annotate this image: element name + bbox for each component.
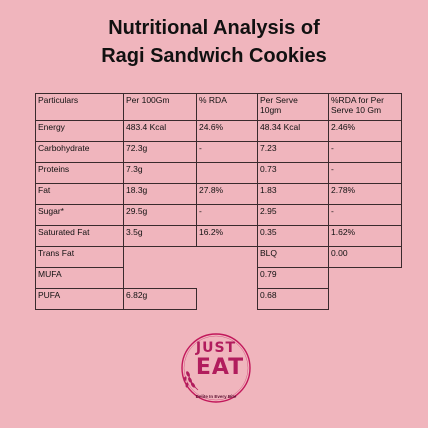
cell-serve: 0.35 [257, 225, 329, 247]
cell-name: Saturated Fat [35, 225, 124, 247]
table-row: Proteins 7.3g 0.73 - [35, 162, 402, 184]
logo-word-eat: EAT [195, 355, 245, 380]
cell-rda-serve: - [328, 162, 402, 184]
cell-serve: 0.68 [257, 288, 329, 310]
header-per-serve: Per Serve 10gm [257, 93, 329, 121]
table-row: PUFA 6.82g 0.68 [35, 288, 402, 310]
header-particulars: Particulars [35, 93, 124, 121]
cell-per100: 483.4 Kcal [123, 120, 197, 142]
header-rda: % RDA [196, 93, 258, 121]
header-rda-per-serve-line2: Serve 10 Gm [331, 105, 382, 115]
cell-rda-serve: 0.00 [328, 246, 402, 268]
header-rda-per-serve-line1: %RDA for Per [331, 95, 384, 105]
logo-word-just: JUST [195, 340, 237, 356]
cell-per100: 6.82g [123, 288, 197, 310]
just-eat-logo: JUST EAT Delite In Every Bite [174, 328, 258, 412]
cell-per100: 72.3g [123, 141, 197, 163]
table-row: MUFA 0.79 [35, 267, 402, 289]
header-per-serve-line1: Per Serve [260, 95, 298, 105]
header-rda-per-serve: %RDA for Per Serve 10 Gm [328, 93, 402, 121]
cell-rda-serve: - [328, 204, 402, 226]
nutrition-table: Particulars Per 100Gm % RDA Per Serve 10… [35, 93, 402, 310]
cell-rda [196, 267, 258, 289]
cell-rda-serve [328, 267, 402, 289]
cell-rda: 24.6% [196, 120, 258, 142]
table-row: Carbohydrate 72.3g - 7.23 - [35, 141, 402, 163]
logo-tagline: Delite In Every Bite [195, 394, 237, 399]
title-line-2: Ragi Sandwich Cookies [101, 45, 327, 67]
cell-per100: 3.5g [123, 225, 197, 247]
table-header-row: Particulars Per 100Gm % RDA Per Serve 10… [35, 93, 402, 121]
logo-ring-icon [181, 333, 251, 403]
cell-name: Sugar* [35, 204, 124, 226]
cell-name: PUFA [35, 288, 124, 310]
cell-rda [196, 246, 258, 268]
cell-serve: 7.23 [257, 141, 329, 163]
table-row: Fat 18.3g 27.8% 1.83 2.78% [35, 183, 402, 205]
page-title: Nutritional Analysis of Ragi Sandwich Co… [0, 14, 428, 70]
cell-rda: 16.2% [196, 225, 258, 247]
cell-per100 [123, 267, 197, 289]
header-per-100gm: Per 100Gm [123, 93, 197, 121]
cell-per100: 18.3g [123, 183, 197, 205]
cell-name: Proteins [35, 162, 124, 184]
cell-rda [196, 162, 258, 184]
cell-serve: BLQ [257, 246, 329, 268]
cell-serve: 2.95 [257, 204, 329, 226]
cell-serve: 0.79 [257, 267, 329, 289]
table-row: Sugar* 29.5g - 2.95 - [35, 204, 402, 226]
cell-rda: - [196, 204, 258, 226]
cell-per100: 7.3g [123, 162, 197, 184]
cell-name: Carbohydrate [35, 141, 124, 163]
table-row: Trans Fat BLQ 0.00 [35, 246, 402, 268]
cell-rda: - [196, 141, 258, 163]
cell-serve: 1.83 [257, 183, 329, 205]
cell-per100: 29.5g [123, 204, 197, 226]
cell-rda-serve: 2.78% [328, 183, 402, 205]
cell-rda [196, 288, 258, 310]
cell-rda-serve [328, 288, 402, 310]
cell-rda: 27.8% [196, 183, 258, 205]
cell-name: Fat [35, 183, 124, 205]
cell-name: MUFA [35, 267, 124, 289]
cell-serve: 48.34 Kcal [257, 120, 329, 142]
title-line-1: Nutritional Analysis of [108, 17, 320, 39]
header-per-serve-line2: 10gm [260, 105, 282, 115]
cell-per100 [123, 246, 197, 268]
cell-name: Trans Fat [35, 246, 124, 268]
cell-name: Energy [35, 120, 124, 142]
cell-rda-serve: 1.62% [328, 225, 402, 247]
table-row: Energy 483.4 Kcal 24.6% 48.34 Kcal 2.46% [35, 120, 402, 142]
cell-serve: 0.73 [257, 162, 329, 184]
table-row: Saturated Fat 3.5g 16.2% 0.35 1.62% [35, 225, 402, 247]
cell-rda-serve: 2.46% [328, 120, 402, 142]
cell-rda-serve: - [328, 141, 402, 163]
